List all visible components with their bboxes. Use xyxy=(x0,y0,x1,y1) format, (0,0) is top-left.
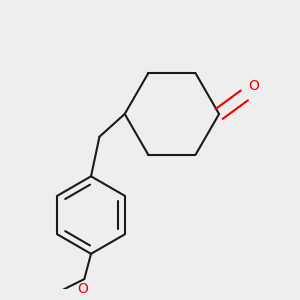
Text: O: O xyxy=(248,79,259,93)
Text: O: O xyxy=(77,282,88,296)
